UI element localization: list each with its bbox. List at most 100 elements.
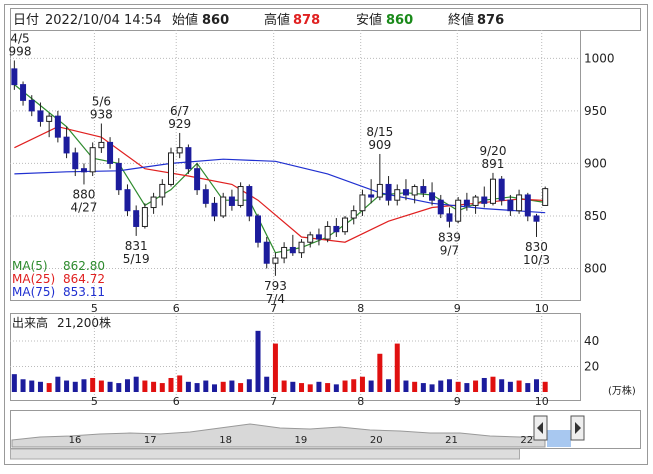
candle-body xyxy=(220,196,227,217)
volume-bar xyxy=(307,384,313,392)
volume-bar xyxy=(246,379,252,392)
candle-body xyxy=(159,183,166,198)
candle-body xyxy=(315,234,322,240)
annotation-value: 998 xyxy=(9,44,32,58)
volume-bar xyxy=(403,380,409,392)
volume-bar xyxy=(194,383,200,392)
candle-body xyxy=(150,196,157,209)
candle-body xyxy=(194,168,201,191)
candle-body xyxy=(368,194,375,198)
high: 878 xyxy=(293,13,320,28)
ma-line xyxy=(14,158,546,214)
volume-bar xyxy=(159,383,165,392)
volume-unit: (万株) xyxy=(608,384,636,397)
volume-bar xyxy=(20,379,26,392)
annotation-date: 8/15 xyxy=(366,125,393,139)
candle-body xyxy=(202,189,209,204)
volume-bar xyxy=(124,379,130,392)
volume-bar xyxy=(533,379,539,392)
volume-bar xyxy=(446,379,452,392)
volume-bar xyxy=(177,375,183,392)
volume-bar xyxy=(212,384,218,392)
navigator-label: 17 xyxy=(144,435,157,446)
x-tick-label: 5 xyxy=(91,395,98,408)
candle-body xyxy=(489,178,496,204)
volume-bar xyxy=(438,380,444,392)
open-label: 始値 xyxy=(172,12,198,28)
candle-body xyxy=(28,99,35,112)
volume-bar xyxy=(229,380,235,392)
scrollbar[interactable] xyxy=(10,448,520,460)
candle-body xyxy=(37,110,44,122)
y-tick-label: 950 xyxy=(584,104,607,118)
candle-body xyxy=(11,68,18,86)
volume-bar xyxy=(455,381,461,392)
annotation-value: 839 xyxy=(438,231,461,245)
navigator-label: 20 xyxy=(370,435,383,446)
volume-bar xyxy=(299,383,305,392)
navigator-area xyxy=(11,423,546,448)
candle-body xyxy=(385,183,392,201)
candle-body xyxy=(20,84,27,101)
candle-body xyxy=(542,188,549,206)
y-tick-label: 900 xyxy=(584,156,607,170)
volume-title: 出来高 xyxy=(12,315,48,330)
candle-body xyxy=(54,115,61,138)
annotation-date: 4/5 xyxy=(10,31,29,45)
annotation-date: 9/20 xyxy=(480,144,507,158)
candle-body xyxy=(185,147,192,170)
x-tick-label: 7 xyxy=(270,302,277,315)
legend-name: MA(25) xyxy=(12,272,55,286)
low: 860 xyxy=(386,13,413,28)
volume-bar xyxy=(351,379,357,392)
volume-bar xyxy=(107,381,113,392)
volume-bar xyxy=(185,381,191,392)
volume-bar xyxy=(90,377,96,392)
y-tick-label: 20 xyxy=(584,360,599,374)
annotation-date: 10/3 xyxy=(523,253,550,267)
open: 860 xyxy=(202,13,229,28)
candle-body xyxy=(472,196,479,206)
volume-bar xyxy=(220,381,226,392)
candle-body xyxy=(446,213,453,222)
volume-bar xyxy=(151,381,157,392)
volume-bar xyxy=(368,380,374,392)
candle-body xyxy=(307,234,314,243)
annotation-value: 929 xyxy=(168,117,191,131)
candle-body xyxy=(80,168,87,173)
volume-bar xyxy=(238,383,244,392)
volume-bar xyxy=(64,380,70,392)
candle-body xyxy=(516,194,523,212)
annotation-date: 5/19 xyxy=(123,252,150,266)
legend-value: 862.80 xyxy=(63,259,105,273)
volume-bar xyxy=(507,381,513,392)
candle-body xyxy=(228,196,235,206)
candle-body xyxy=(498,178,505,201)
navigator-selection[interactable] xyxy=(547,430,571,447)
navigator-label: 22 xyxy=(520,435,533,446)
arrow-left xyxy=(537,422,543,434)
volume-bar xyxy=(473,380,479,392)
volume-bar xyxy=(525,383,531,392)
volume-bar xyxy=(412,381,418,392)
candle-body xyxy=(324,225,331,240)
candle-body xyxy=(524,194,531,217)
candle-body xyxy=(272,257,279,264)
candle-body xyxy=(481,196,488,204)
volume-bar xyxy=(281,380,287,392)
candle-body xyxy=(289,246,296,254)
annotation-value: 880 xyxy=(73,187,96,201)
candle-body xyxy=(394,189,401,201)
candle-body xyxy=(72,152,79,170)
candle-body xyxy=(533,215,540,222)
candle-body xyxy=(133,210,140,227)
x-tick-label: 7 xyxy=(270,395,277,408)
annotation-value: 831 xyxy=(125,239,148,253)
navigator-label: 16 xyxy=(69,435,82,446)
volume-bar xyxy=(168,377,174,392)
volume-latest: 21,200株 xyxy=(57,315,111,330)
x-tick-label: 6 xyxy=(173,395,180,408)
date-label: 日付 xyxy=(13,13,39,28)
candle-body xyxy=(402,189,409,196)
x-tick-label: 8 xyxy=(357,395,364,408)
